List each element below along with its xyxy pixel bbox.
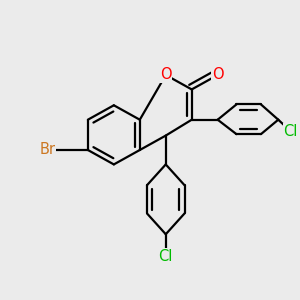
Text: O: O (212, 68, 224, 82)
Text: Br: Br (40, 142, 56, 158)
Text: Cl: Cl (159, 249, 173, 264)
Text: Cl: Cl (284, 124, 298, 139)
Text: O: O (160, 68, 172, 82)
